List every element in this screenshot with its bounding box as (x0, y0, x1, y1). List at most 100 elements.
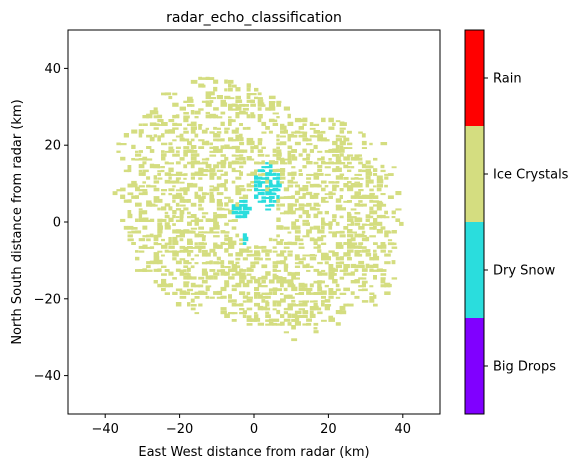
echo-cell (354, 173, 360, 176)
echo-cell (123, 199, 128, 203)
echo-cell (209, 198, 215, 203)
echo-cell (161, 244, 168, 249)
echo-cell (358, 289, 364, 292)
echo-cell (280, 314, 285, 318)
echo-cell (328, 225, 333, 230)
echo-cell (376, 229, 383, 234)
echo-cell (399, 221, 404, 226)
echo-cell (298, 153, 303, 157)
echo-cell (321, 160, 326, 165)
echo-cell (261, 299, 266, 303)
echo-cell (387, 195, 394, 199)
echo-cell (339, 230, 345, 234)
echo-cell (216, 192, 224, 196)
echo-cell (384, 253, 391, 257)
echo-cell (220, 99, 226, 103)
echo-cell (216, 183, 221, 188)
echo-cell (168, 149, 175, 153)
echo-cell (138, 133, 143, 138)
echo-cell (265, 154, 270, 157)
echo-cell (298, 187, 305, 192)
echo-cell (350, 221, 355, 226)
echo-cell (190, 164, 195, 169)
echo-cell (131, 183, 138, 188)
y-tick-label: −20 (34, 292, 61, 307)
echo-cell (339, 135, 346, 138)
echo-cell (335, 231, 343, 234)
echo-cell (201, 192, 207, 196)
echo-cell (350, 183, 355, 188)
echo-cell (294, 321, 301, 326)
echo-cell (239, 248, 245, 253)
echo-cell (272, 300, 278, 303)
echo-cell (235, 303, 242, 307)
echo-cell (276, 253, 281, 257)
echo-cell (391, 260, 396, 265)
echo-cell (235, 114, 240, 119)
echo-cell (183, 130, 189, 134)
echo-cell (179, 106, 186, 111)
echo-cell (183, 207, 189, 211)
echo-cell (187, 98, 194, 103)
echo-cell (347, 223, 353, 226)
echo-cell (183, 281, 190, 284)
echo-cell (265, 186, 271, 192)
echo-cell (276, 138, 280, 142)
echo-cell (239, 142, 245, 146)
echo-cell (220, 260, 225, 265)
echo-cell (302, 219, 309, 222)
echo-cell (228, 106, 233, 111)
echo-cell (272, 238, 278, 242)
echo-cell (216, 202, 223, 207)
echo-cell (317, 271, 322, 276)
echo-cell (224, 237, 231, 242)
echo-cell (198, 83, 205, 88)
echo-cell (302, 185, 309, 188)
echo-cell (298, 203, 305, 207)
echo-cell (291, 131, 296, 134)
echo-cell (142, 244, 148, 249)
echo-cell (335, 322, 341, 326)
echo-cell (120, 194, 126, 199)
echo-cell (235, 106, 242, 111)
echo-cell (198, 139, 205, 142)
echo-cell (343, 242, 347, 245)
echo-cell (347, 245, 352, 249)
echo-cell (280, 293, 284, 295)
echo-cell (358, 217, 363, 222)
echo-cell (201, 77, 207, 80)
echo-cell (201, 212, 209, 215)
echo-cell (280, 141, 287, 146)
echo-cell (242, 206, 248, 211)
echo-cell (142, 225, 148, 230)
echo-cell (302, 157, 308, 161)
echo-cell (272, 168, 280, 173)
echo-cell (257, 117, 262, 123)
echo-cell (187, 199, 191, 203)
echo-cell (161, 169, 165, 173)
echo-cell (175, 189, 182, 192)
echo-cell (142, 268, 147, 272)
echo-cell (317, 164, 323, 169)
echo-cell (235, 190, 242, 196)
echo-cell (280, 176, 286, 180)
echo-cell (175, 260, 182, 265)
echo-cell (335, 181, 340, 184)
echo-cell (373, 185, 377, 188)
echo-cell (187, 288, 193, 292)
echo-cell (347, 211, 351, 215)
echo-cell (116, 142, 121, 146)
echo-cell (168, 237, 172, 242)
echo-cell (213, 244, 220, 249)
echo-cell (246, 183, 251, 188)
echo-cell (257, 99, 264, 103)
echo-cell (261, 279, 266, 284)
echo-cell (332, 192, 336, 196)
echo-cell (216, 148, 223, 153)
echo-cell (335, 138, 342, 142)
echo-cell (283, 226, 290, 230)
echo-cell (268, 118, 275, 123)
echo-cell (183, 177, 187, 180)
echo-cell (339, 130, 345, 134)
echo-cell (332, 218, 337, 222)
